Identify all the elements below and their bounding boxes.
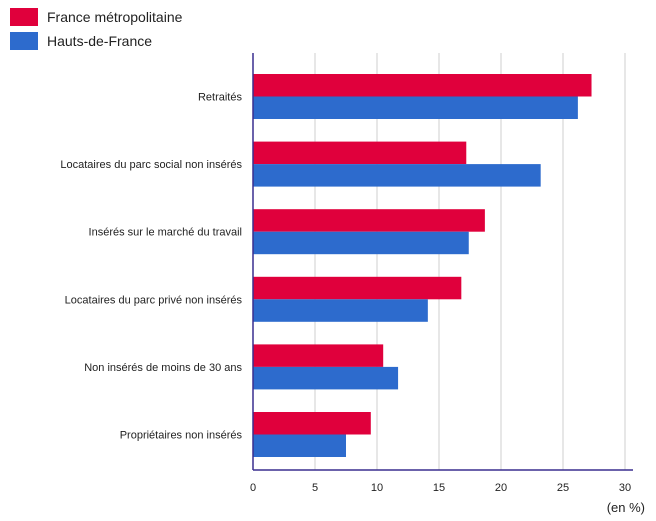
category-label-3: Locataires du parc privé non insérés (65, 294, 243, 306)
bar-france-1 (253, 141, 467, 165)
legend: France métropolitaine Hauts-de-France (10, 6, 182, 54)
x-tick-label-2: 10 (371, 482, 383, 494)
bar-hauts-de-france-0 (253, 96, 578, 119)
bar-hauts-de-france-1 (253, 164, 541, 187)
x-tick-label-5: 25 (557, 482, 569, 494)
x-tick-label-4: 20 (495, 482, 507, 494)
bar-france-2 (253, 209, 485, 232)
legend-swatch-hauts-de-france (10, 32, 38, 50)
x-tick-label-3: 15 (433, 482, 445, 494)
legend-item-hauts-de-france: Hauts-de-France (10, 30, 182, 52)
bar-france-3 (253, 276, 462, 300)
bar-hauts-de-france-5 (253, 434, 346, 457)
legend-label-hauts-de-france: Hauts-de-France (47, 33, 153, 49)
x-tick-label-0: 0 (250, 482, 256, 494)
bar-hauts-de-france-2 (253, 231, 469, 255)
x-tick-label-6: 30 (619, 482, 631, 494)
bar-france-5 (253, 412, 371, 435)
legend-label-france: France métropolitaine (47, 9, 183, 25)
x-tick-label-1: 5 (312, 482, 318, 494)
category-label-2: Insérés sur le marché du travail (89, 227, 242, 239)
legend-item-france: France métropolitaine (10, 6, 182, 28)
category-label-1: Locataires du parc social non insérés (60, 159, 242, 171)
category-label-4: Non insérés de moins de 30 ans (84, 362, 242, 374)
bar-hauts-de-france-4 (253, 366, 399, 390)
category-label-5: Propriétaires non insérés (120, 430, 243, 442)
category-label-0: Retraités (198, 92, 243, 104)
bar-france-0 (253, 74, 592, 97)
bar-hauts-de-france-3 (253, 299, 428, 322)
bar-france-4 (253, 344, 384, 367)
x-unit-label: (en %) (607, 500, 645, 515)
legend-swatch-france (10, 8, 38, 26)
